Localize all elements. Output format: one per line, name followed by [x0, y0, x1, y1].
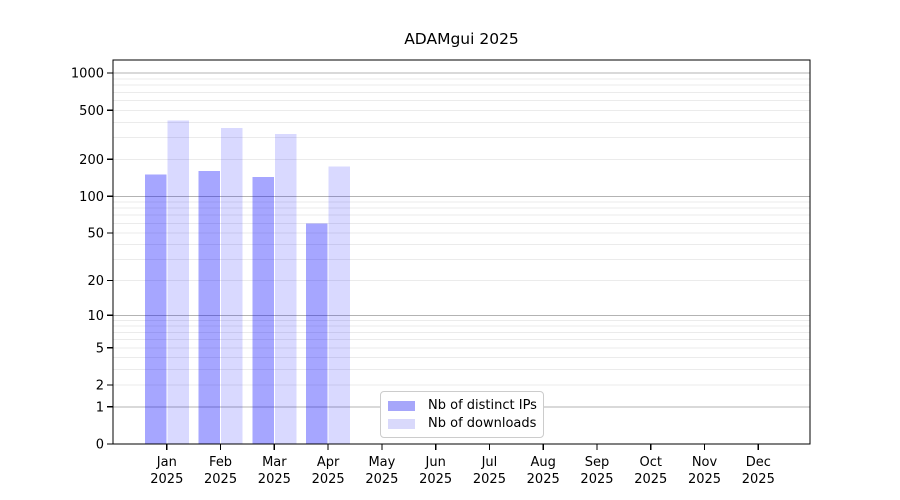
y-tick-label: 1000 [71, 67, 104, 82]
x-tick-label-month: Sep [585, 455, 610, 470]
x-tick-label-year: 2025 [473, 472, 506, 487]
x-tick-label-year: 2025 [742, 472, 775, 487]
x-tick-label-year: 2025 [312, 472, 345, 487]
legend-swatch-downloads [388, 418, 415, 429]
bar-distinct-ips [306, 223, 328, 444]
legend-item-downloads: Nb of downloads [388, 417, 543, 430]
x-tick-label-month: May [368, 455, 395, 470]
x-tick-label-month: Mar [262, 455, 287, 470]
bar-downloads [221, 127, 243, 444]
bar-distinct-ips [252, 177, 274, 445]
legend-label-downloads: Nb of downloads [428, 416, 537, 431]
x-tick-label-year: 2025 [527, 472, 560, 487]
y-tick-label: 10 [87, 309, 104, 324]
x-tick-label-year: 2025 [365, 472, 398, 487]
x-tick-label-year: 2025 [150, 472, 183, 487]
bar-downloads [167, 120, 189, 445]
x-tick-label-month: Jul [481, 455, 498, 470]
x-tick-label-month: Dec [746, 455, 771, 470]
x-tick-label-month: Aug [531, 455, 556, 470]
x-tick-label-year: 2025 [258, 472, 291, 487]
x-tick-label-month: Jun [425, 455, 446, 470]
y-tick-label: 20 [87, 274, 104, 289]
x-tick-label-year: 2025 [580, 472, 613, 487]
legend-label-distinct-ips: Nb of distinct IPs [428, 398, 537, 413]
x-tick-label-year: 2025 [419, 472, 452, 487]
y-tick-label: 200 [79, 153, 104, 168]
y-tick-label: 50 [87, 226, 104, 241]
x-tick-label-month: Jan [156, 455, 177, 470]
y-tick-label: 1 [96, 400, 104, 415]
legend: Nb of distinct IPs Nb of downloads [380, 391, 544, 438]
y-tick-label: 5 [96, 341, 104, 356]
y-tick-label: 0 [96, 438, 104, 453]
x-tick-label-month: Nov [692, 455, 718, 470]
bar-distinct-ips [144, 174, 167, 444]
x-tick-label-month: Apr [317, 455, 340, 470]
legend-item-distinct-ips: Nb of distinct IPs [388, 399, 543, 412]
bar-downloads [274, 134, 297, 444]
bar-distinct-ips [198, 171, 221, 444]
bar-downloads [328, 166, 351, 444]
y-tick-label: 100 [79, 190, 104, 205]
x-tick-label-month: Oct [640, 455, 662, 470]
x-tick-label-year: 2025 [634, 472, 667, 487]
y-tick-label: 500 [79, 104, 104, 119]
y-tick-label: 2 [96, 379, 104, 394]
chart-title: ADAMgui 2025 [404, 30, 519, 48]
x-tick-label-year: 2025 [688, 472, 721, 487]
legend-swatch-distinct-ips [388, 400, 415, 411]
plot-border [112, 59, 811, 445]
x-tick-label-year: 2025 [204, 472, 237, 487]
x-tick-label-month: Feb [209, 455, 232, 470]
